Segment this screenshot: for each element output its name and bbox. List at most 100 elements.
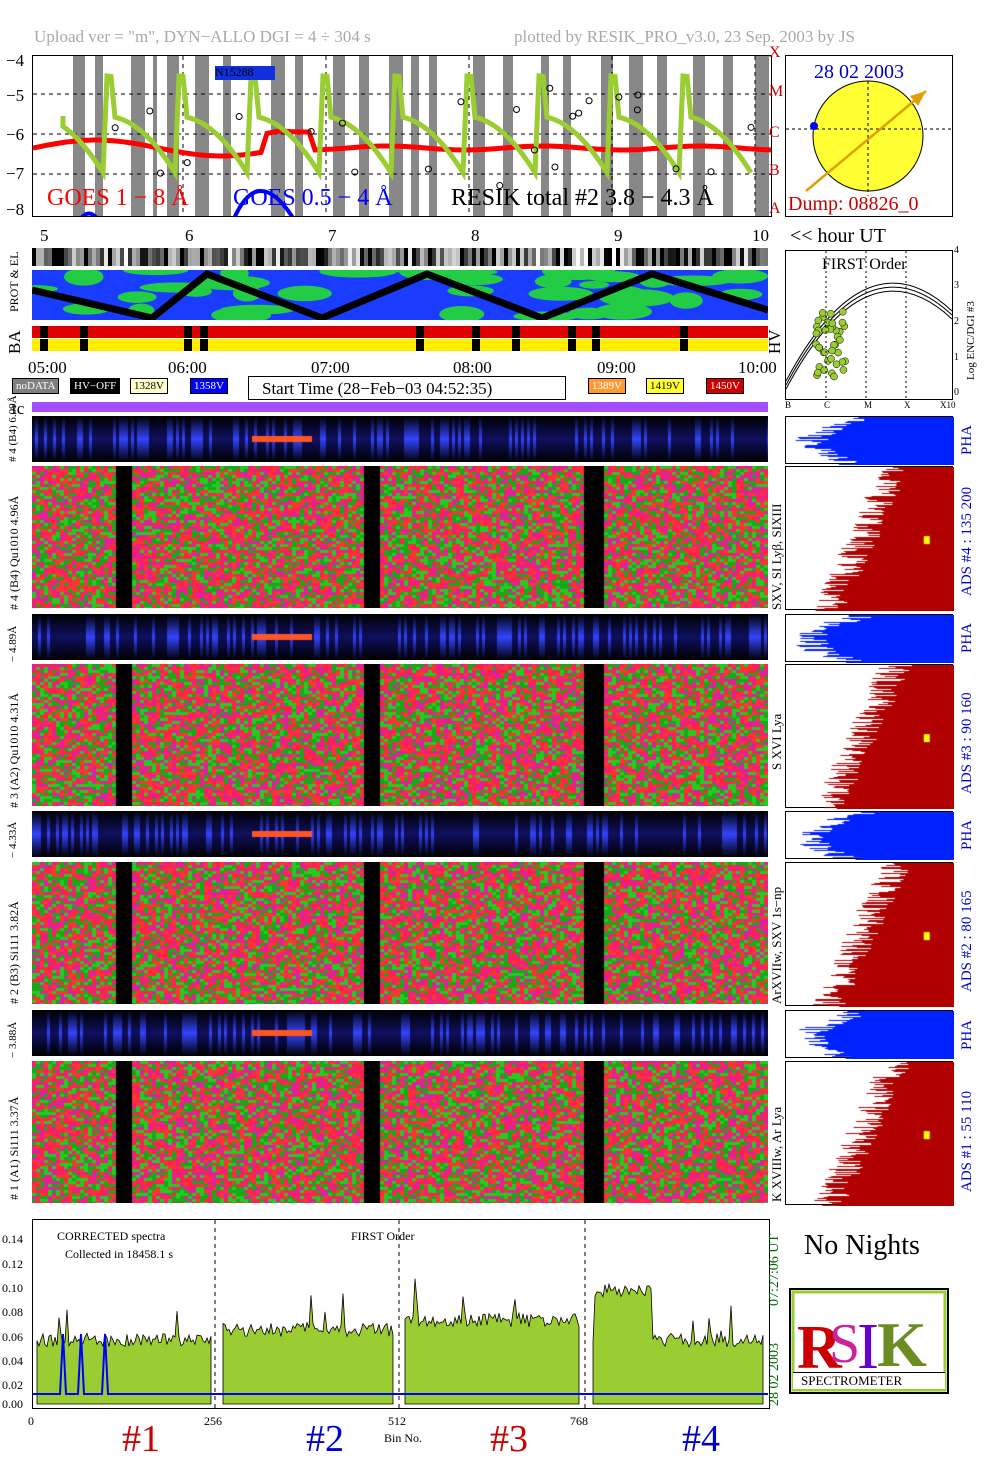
- goes-ytick-4: −4: [6, 51, 25, 70]
- prot-el-label: PROT & EL: [7, 251, 21, 312]
- prot-blob-37: [534, 274, 572, 289]
- goes-point-6: [615, 93, 623, 101]
- prot-blob-2: [117, 291, 157, 303]
- channel3-spectrum-heatmap: [32, 664, 768, 806]
- channel1-right-label: K XVIIIw, Ar Lya: [769, 1106, 784, 1202]
- fo-ytick-1: 1: [954, 352, 959, 363]
- channel3-ads-histogram: [785, 664, 954, 809]
- goes-gap-16: [541, 56, 549, 216]
- spec-ytick-000: 0.00: [2, 1397, 23, 1411]
- prot-blob-29: [594, 303, 652, 320]
- detector-gray-strip: [32, 248, 768, 266]
- goes-gap-19: [629, 56, 643, 216]
- hour-tick-6: 6: [185, 226, 194, 245]
- legend-1328v: 1328V: [130, 378, 168, 394]
- fo-point-27: [828, 319, 837, 328]
- goes-point-8: [183, 159, 191, 167]
- channel1-pha-label: PHA: [959, 1019, 975, 1050]
- fo-point-10: [836, 336, 844, 344]
- goes-point-11: [569, 112, 577, 120]
- time-tick-0600: 06:00: [168, 358, 207, 377]
- goes-ytick-8: −8: [6, 200, 25, 219]
- spec-xtick-0: 0: [28, 1414, 34, 1428]
- channel4-left-label: # 4 (B4) Qu1010 4.96Å: [7, 495, 21, 610]
- start-time-box: [248, 376, 566, 400]
- goes-point-7: [457, 98, 465, 106]
- hour-tick-8: 8: [471, 226, 480, 245]
- goes-point-19: [585, 97, 593, 105]
- hour-axis-label: << hour UT: [790, 225, 886, 247]
- channel4-ads-histogram: [785, 466, 954, 611]
- goes-point-14: [338, 119, 346, 127]
- legend-1358v: 1358V: [190, 378, 228, 394]
- spec-right-date: 28 02 2003: [767, 1343, 782, 1406]
- goes-gap-20: [657, 56, 667, 216]
- sun-dump: Dump: 08826_0: [788, 193, 919, 215]
- first-order-drawing: [786, 251, 952, 399]
- channel1-pha-left-label: − 3.88Å: [7, 1021, 19, 1058]
- spec-ytick-008: 0.08: [2, 1305, 23, 1319]
- class-letter-x: X: [769, 44, 781, 61]
- fo-point-15: [838, 308, 847, 316]
- prot-el-strip: [32, 270, 768, 320]
- goes-point-17: [307, 127, 315, 135]
- prot-el-drawing: [32, 270, 768, 320]
- channel4-pha-left-label: # 4 (B4) 6.09Å: [7, 395, 19, 462]
- logo-i: I: [857, 1310, 879, 1383]
- spec-ytick-004: 0.04: [2, 1354, 23, 1368]
- fo-xtick-b: B: [785, 400, 792, 410]
- goes-ytick-5: −5: [6, 86, 25, 105]
- fo-point-33: [830, 372, 838, 381]
- first-order-plot: FIRST Order: [785, 250, 953, 400]
- first-order-title: FIRST Order: [822, 256, 907, 273]
- spec-xtick-768: 768: [570, 1414, 588, 1428]
- channel1-spectrum-heatmap: [32, 1061, 768, 1203]
- legend-1389v: 1389V: [588, 378, 626, 394]
- prot-blob-32: [669, 292, 703, 309]
- goes-gap-0: [73, 56, 85, 216]
- goes-gap-1: [95, 56, 103, 216]
- prot-blob-33: [211, 307, 272, 320]
- fo-point-8: [818, 309, 827, 317]
- noaa-tag-box: [215, 66, 275, 80]
- fo-point-14: [832, 360, 841, 369]
- fo-ytick-2: 2: [954, 316, 959, 327]
- goes-point-15: [634, 91, 642, 99]
- channel1-pha-histogram: [785, 1010, 954, 1059]
- legend-goes-short: GOES 0.5 − 4 Å: [233, 185, 393, 211]
- logo-caption-bg: [793, 1372, 945, 1389]
- histogram-canvas: [786, 665, 954, 809]
- histogram-canvas: [786, 1011, 954, 1059]
- channel2-pha-histogram: [785, 811, 954, 860]
- legend-1419v: 1419V: [646, 378, 684, 394]
- goes-point-10: [111, 124, 119, 132]
- fo-point-20: [820, 366, 829, 374]
- start-time-label: Start Time (28−Feb−03 04:52:35): [262, 379, 493, 398]
- channel3-ads-label: ADS #3 : 90 160: [959, 692, 975, 794]
- goes-point-5: [575, 109, 583, 117]
- sun-disk-drawing: [786, 80, 952, 196]
- resik-logo-art: R S I K: [791, 1290, 947, 1392]
- tc-label: tc: [12, 399, 25, 418]
- goes-point-23: [546, 84, 554, 92]
- channel2-pha-heatmap: [32, 811, 768, 857]
- goes-point-16: [146, 107, 154, 115]
- fo-point-35: [815, 343, 823, 352]
- fo-ytick-0: 0: [954, 387, 959, 398]
- channel4-pha-histogram: [785, 416, 954, 465]
- channel1-left-label: # 1 (A1) Si111 3.37Å: [7, 1096, 21, 1200]
- prot-blob-35: [579, 280, 610, 289]
- channel4-spectrum-heatmap: [32, 466, 768, 608]
- class-letter-c: C: [769, 124, 780, 141]
- prot-blob-26: [445, 273, 503, 286]
- fo-point-30: [821, 326, 830, 334]
- spectrum-segment-2: [222, 1293, 394, 1405]
- histogram-canvas: [786, 417, 954, 465]
- fo-point-34: [828, 346, 836, 355]
- channel2-left-label: # 2 (B3) Si111 3.82Å: [7, 901, 21, 1004]
- channel2-pha-left-label: − 4.33Å: [7, 821, 19, 858]
- channel3-right-label: S XVI Lya: [769, 713, 784, 770]
- channel2-right-label: ArXVIIw, SXV 1s−np: [769, 886, 784, 1004]
- goes-gap-9: [333, 56, 345, 216]
- channel1-pha-heatmap: [32, 1010, 768, 1056]
